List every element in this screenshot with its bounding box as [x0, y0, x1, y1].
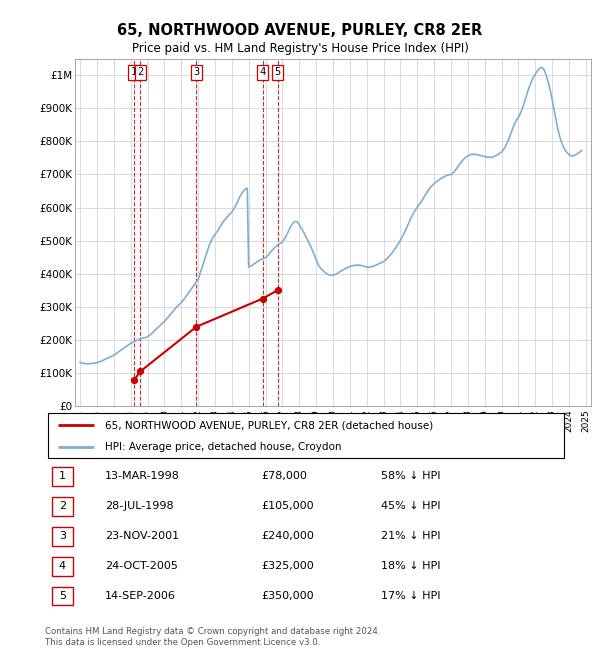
Text: 3: 3: [193, 67, 200, 77]
Text: 58% ↓ HPI: 58% ↓ HPI: [381, 471, 440, 482]
Point: [136, 367, 145, 377]
Point: [129, 375, 139, 385]
Text: 3: 3: [59, 531, 66, 541]
Text: £78,000: £78,000: [261, 471, 307, 482]
Point: [258, 293, 268, 304]
Text: £350,000: £350,000: [261, 591, 314, 601]
Text: 65, NORTHWOOD AVENUE, PURLEY, CR8 2ER: 65, NORTHWOOD AVENUE, PURLEY, CR8 2ER: [118, 23, 482, 38]
Text: 45% ↓ HPI: 45% ↓ HPI: [381, 501, 440, 512]
Text: 14-SEP-2006: 14-SEP-2006: [105, 591, 176, 601]
Text: 1: 1: [131, 67, 137, 77]
Text: £105,000: £105,000: [261, 501, 314, 512]
Text: 13-MAR-1998: 13-MAR-1998: [105, 471, 180, 482]
Text: 5: 5: [59, 591, 66, 601]
Text: 17% ↓ HPI: 17% ↓ HPI: [381, 591, 440, 601]
Text: £325,000: £325,000: [261, 561, 314, 571]
Text: 21% ↓ HPI: 21% ↓ HPI: [381, 531, 440, 541]
Point: [191, 322, 201, 332]
Text: 23-NOV-2001: 23-NOV-2001: [105, 531, 179, 541]
Text: 2: 2: [59, 501, 66, 512]
Text: 24-OCT-2005: 24-OCT-2005: [105, 561, 178, 571]
Text: 65, NORTHWOOD AVENUE, PURLEY, CR8 2ER (detached house): 65, NORTHWOOD AVENUE, PURLEY, CR8 2ER (d…: [105, 421, 433, 430]
Text: 4: 4: [59, 561, 66, 571]
Text: 5: 5: [274, 67, 281, 77]
Text: 1: 1: [59, 471, 66, 482]
Text: 4: 4: [259, 67, 266, 77]
Text: 2: 2: [137, 67, 143, 77]
Text: HPI: Average price, detached house, Croydon: HPI: Average price, detached house, Croy…: [105, 442, 341, 452]
Point: [273, 285, 283, 296]
Text: Contains HM Land Registry data © Crown copyright and database right 2024.
This d: Contains HM Land Registry data © Crown c…: [45, 627, 380, 647]
Text: 18% ↓ HPI: 18% ↓ HPI: [381, 561, 440, 571]
Text: 28-JUL-1998: 28-JUL-1998: [105, 501, 173, 512]
Text: Price paid vs. HM Land Registry's House Price Index (HPI): Price paid vs. HM Land Registry's House …: [131, 42, 469, 55]
Text: £240,000: £240,000: [261, 531, 314, 541]
